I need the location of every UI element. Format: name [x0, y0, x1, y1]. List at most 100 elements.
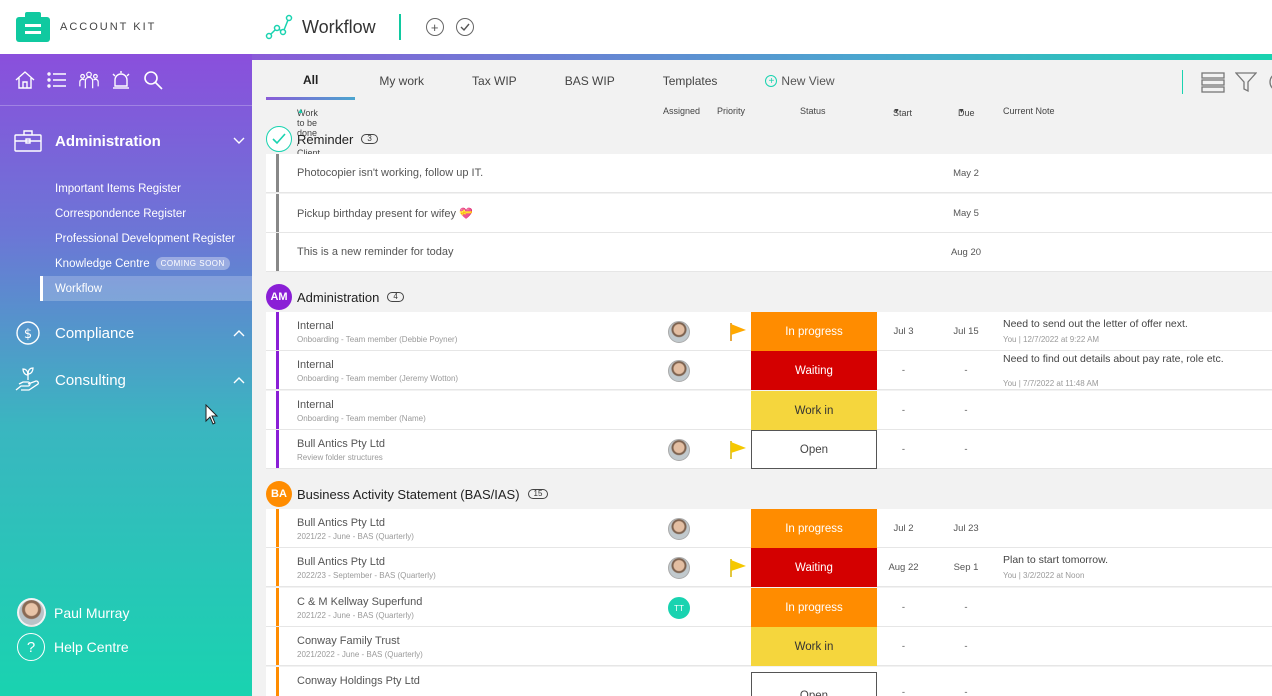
new-view-button[interactable]: + New View: [741, 62, 858, 100]
note-meta: You | 3/2/2022 at Noon: [1003, 571, 1085, 580]
sidebar-item-workflow[interactable]: Workflow: [40, 276, 252, 301]
row-color-bar: [276, 430, 279, 468]
chevron-up-icon[interactable]: [232, 373, 246, 387]
chevron-down-icon[interactable]: [232, 134, 246, 148]
table-row[interactable]: C & M Kellway Superfund 2021/22 - June -…: [266, 588, 1272, 627]
sidebar-item-label: Professional Development Register: [55, 232, 236, 245]
chevron-up-icon[interactable]: [232, 326, 246, 340]
client-name: Internal: [297, 320, 334, 332]
table-row[interactable]: Pickup birthday present for wifey 💝 May 5: [266, 194, 1272, 233]
due-date: Aug 20: [950, 247, 982, 258]
table-row[interactable]: Bull Antics Pty Ltd 2021/22 - June - BAS…: [266, 509, 1272, 548]
table-row[interactable]: Bull Antics Pty Ltd 2022/23 - September …: [266, 548, 1272, 587]
sidebar-item-correspondence[interactable]: Correspondence Register: [0, 201, 252, 226]
alarm-icon[interactable]: [110, 69, 132, 91]
tab-templates[interactable]: Templates: [662, 74, 718, 88]
client-name: C & M Kellway Superfund: [297, 596, 423, 608]
sidebar: ACCOUNT KIT Administration Important Ite…: [0, 0, 252, 696]
column-header-note[interactable]: Current Note: [1003, 106, 1055, 116]
group-header-reminder[interactable]: Reminder 3: [266, 121, 1272, 157]
header-divider: [398, 14, 401, 40]
column-header-assigned[interactable]: Assigned: [663, 106, 701, 116]
group-badge: BA: [266, 481, 292, 507]
column-label: Due: [958, 108, 975, 118]
table-row[interactable]: Conway Holdings Pty Ltd Open - -: [266, 667, 1272, 696]
rows-view-icon[interactable]: [1201, 71, 1225, 93]
list-icon[interactable]: [46, 69, 68, 91]
column-header-status[interactable]: Status: [800, 106, 826, 116]
comment-icon[interactable]: [1267, 71, 1272, 93]
status-badge[interactable]: Open: [751, 430, 877, 469]
sidebar-item-label: Workflow: [55, 282, 103, 295]
help-icon: ?: [17, 633, 45, 661]
sort-down-icon: ▼: [958, 108, 965, 115]
status-badge[interactable]: Work in: [751, 391, 877, 430]
brand[interactable]: ACCOUNT KIT: [0, 0, 252, 54]
group-header-bas[interactable]: BA Business Activity Statement (BAS/IAS)…: [266, 476, 1272, 512]
sidebar-section-administration[interactable]: Administration: [0, 118, 252, 164]
table-row[interactable]: Bull Antics Pty Ltd Review folder struct…: [266, 430, 1272, 469]
user-name: Paul Murray: [54, 604, 130, 621]
job-description: Onboarding - Team member (Jeremy Wotton): [297, 374, 459, 383]
status-badge[interactable]: Work in: [751, 627, 877, 666]
status-badge[interactable]: In progress: [751, 588, 877, 627]
column-header-priority[interactable]: Priority: [717, 106, 746, 116]
sidebar-item-knowledge-centre[interactable]: Knowledge Centre COMING SOON: [0, 251, 252, 276]
priority-flag-icon[interactable]: [729, 558, 747, 578]
status-badge[interactable]: In progress: [751, 509, 877, 548]
tab-bas-wip[interactable]: BAS WIP: [564, 74, 615, 88]
table-row[interactable]: Conway Family Trust 2021/2022 - June - B…: [266, 627, 1272, 666]
assignee-avatar[interactable]: [668, 360, 690, 382]
priority-flag-icon[interactable]: [729, 322, 747, 342]
sidebar-item-professional-development[interactable]: Professional Development Register: [0, 226, 252, 251]
group-header-administration[interactable]: AM Administration 4: [266, 279, 1272, 315]
table-row[interactable]: Internal Onboarding - Team member (Name)…: [266, 391, 1272, 430]
row-color-bar: [276, 233, 279, 271]
priority-flag-icon[interactable]: [729, 440, 747, 460]
team-icon[interactable]: [78, 69, 100, 91]
note-meta: You | 7/7/2022 at 11:48 AM: [1003, 379, 1099, 388]
group-count: 3: [361, 134, 378, 144]
current-note: Need to find out details about pay rate,…: [1003, 353, 1224, 365]
complete-button[interactable]: [455, 18, 474, 36]
status-badge[interactable]: Open: [751, 672, 877, 696]
due-date: -: [964, 405, 968, 416]
mouse-cursor-icon: [205, 404, 219, 425]
table-row[interactable]: This is a new reminder for today Aug 20: [266, 233, 1272, 272]
assignee-avatar[interactable]: [668, 439, 690, 461]
assignee-avatar[interactable]: [668, 321, 690, 343]
sidebar-item-important-items[interactable]: Important Items Register: [0, 176, 252, 201]
start-date: -: [901, 405, 906, 416]
assignee-avatar[interactable]: [668, 518, 690, 540]
table-row[interactable]: Internal Onboarding - Team member (Debbi…: [266, 312, 1272, 351]
client-name: Conway Holdings Pty Ltd: [297, 675, 420, 687]
status-badge[interactable]: In progress: [751, 312, 877, 351]
tab-my-work[interactable]: My work: [379, 74, 425, 88]
add-button[interactable]: +: [425, 18, 444, 36]
filter-icon[interactable]: [1235, 71, 1257, 93]
row-color-bar: [276, 509, 279, 547]
note-meta: You | 12/7/2022 at 9:22 AM: [1003, 335, 1100, 344]
reminder-text: Pickup birthday present for wifey 💝: [297, 208, 473, 220]
sidebar-section-compliance[interactable]: $ Compliance: [0, 310, 252, 356]
row-color-bar: [276, 312, 279, 350]
brand-name: ACCOUNT KIT: [60, 21, 157, 33]
page-header: Workflow +: [252, 0, 1272, 54]
search-icon[interactable]: [142, 69, 164, 91]
assignee-avatar[interactable]: TT: [668, 597, 690, 619]
plus-icon: +: [430, 19, 439, 35]
sidebar-section-consulting[interactable]: Consulting: [0, 357, 252, 403]
home-icon[interactable]: [14, 69, 36, 91]
check-circle-icon: [266, 126, 292, 152]
user-profile[interactable]: Paul Murray: [17, 598, 129, 627]
help-centre-link[interactable]: ? Help Centre: [17, 633, 129, 661]
table-row[interactable]: Photocopier isn't working, follow up IT.…: [266, 154, 1272, 193]
assignee-avatar[interactable]: [668, 557, 690, 579]
status-badge[interactable]: Waiting: [751, 548, 877, 587]
tab-all[interactable]: All: [266, 62, 356, 100]
tab-tax-wip[interactable]: Tax WIP: [472, 74, 517, 88]
due-date: May 2: [953, 168, 979, 179]
job-description: Onboarding - Team member (Debbie Poyner): [297, 335, 458, 344]
status-badge[interactable]: Waiting: [751, 351, 877, 390]
table-row[interactable]: Internal Onboarding - Team member (Jerem…: [266, 351, 1272, 390]
